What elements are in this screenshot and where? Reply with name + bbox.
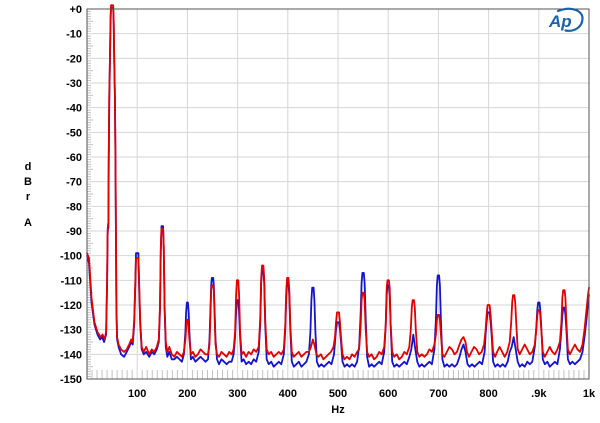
y-tick-label: -90 bbox=[66, 226, 82, 238]
y-tick-label: -140 bbox=[60, 349, 82, 361]
y-tick-label: -150 bbox=[60, 374, 82, 386]
y-tick-label: -60 bbox=[66, 152, 82, 164]
x-tick-label: 400 bbox=[279, 388, 297, 400]
y-tick-label: -40 bbox=[66, 103, 82, 115]
y-tick-label: +0 bbox=[69, 4, 82, 16]
x-tick-label: 500 bbox=[329, 388, 347, 400]
x-tick-label: 700 bbox=[429, 388, 447, 400]
x-axis-unit-label: Hz bbox=[331, 404, 345, 416]
y-tick-label: -130 bbox=[60, 325, 82, 337]
x-tick-label: .9k bbox=[531, 388, 547, 400]
minor-ticks bbox=[87, 10, 585, 379]
y-tick-label: -20 bbox=[66, 53, 82, 65]
y-unit-line-2: B bbox=[24, 176, 32, 188]
x-tick-label: 600 bbox=[379, 388, 397, 400]
y-tick-label: -50 bbox=[66, 127, 82, 139]
y-tick-label: -30 bbox=[66, 78, 82, 90]
ap-logo-text: Ap bbox=[548, 12, 572, 31]
y-tick-label: -100 bbox=[60, 251, 82, 263]
y-tick-label: -110 bbox=[61, 275, 82, 287]
red-trace bbox=[86, 4, 590, 361]
x-tick-label: 200 bbox=[178, 388, 196, 400]
y-tick-label: -10 bbox=[66, 29, 82, 41]
y-unit-line-1: d bbox=[24, 161, 32, 173]
y-axis-weighting-label: A bbox=[24, 217, 32, 229]
y-axis-unit-label: d B r bbox=[19, 160, 37, 205]
x-tick-label: 100 bbox=[128, 388, 146, 400]
x-tick-labels: 100 200 300 400 500 600 700 800 .9k 1k bbox=[128, 388, 596, 400]
y-unit-line-3: r bbox=[25, 191, 31, 203]
y-tick-label: -120 bbox=[60, 300, 82, 312]
y-tick-label: -80 bbox=[66, 201, 82, 213]
y-tick-label: -70 bbox=[66, 177, 82, 189]
x-tick-label: 300 bbox=[228, 388, 246, 400]
traces bbox=[86, 4, 590, 368]
x-tick-label: 1k bbox=[583, 388, 596, 400]
x-tick-label: 800 bbox=[479, 388, 497, 400]
grid-major bbox=[87, 9, 589, 379]
ap-logo: Ap bbox=[548, 7, 584, 32]
ap-logo-swoosh bbox=[556, 7, 584, 32]
y-tick-labels: +0 -10 -20 -30 -40 -50 -60 -70 -80 -90 -100 -110 -12… bbox=[60, 4, 82, 386]
axis-frame bbox=[86, 8, 590, 380]
